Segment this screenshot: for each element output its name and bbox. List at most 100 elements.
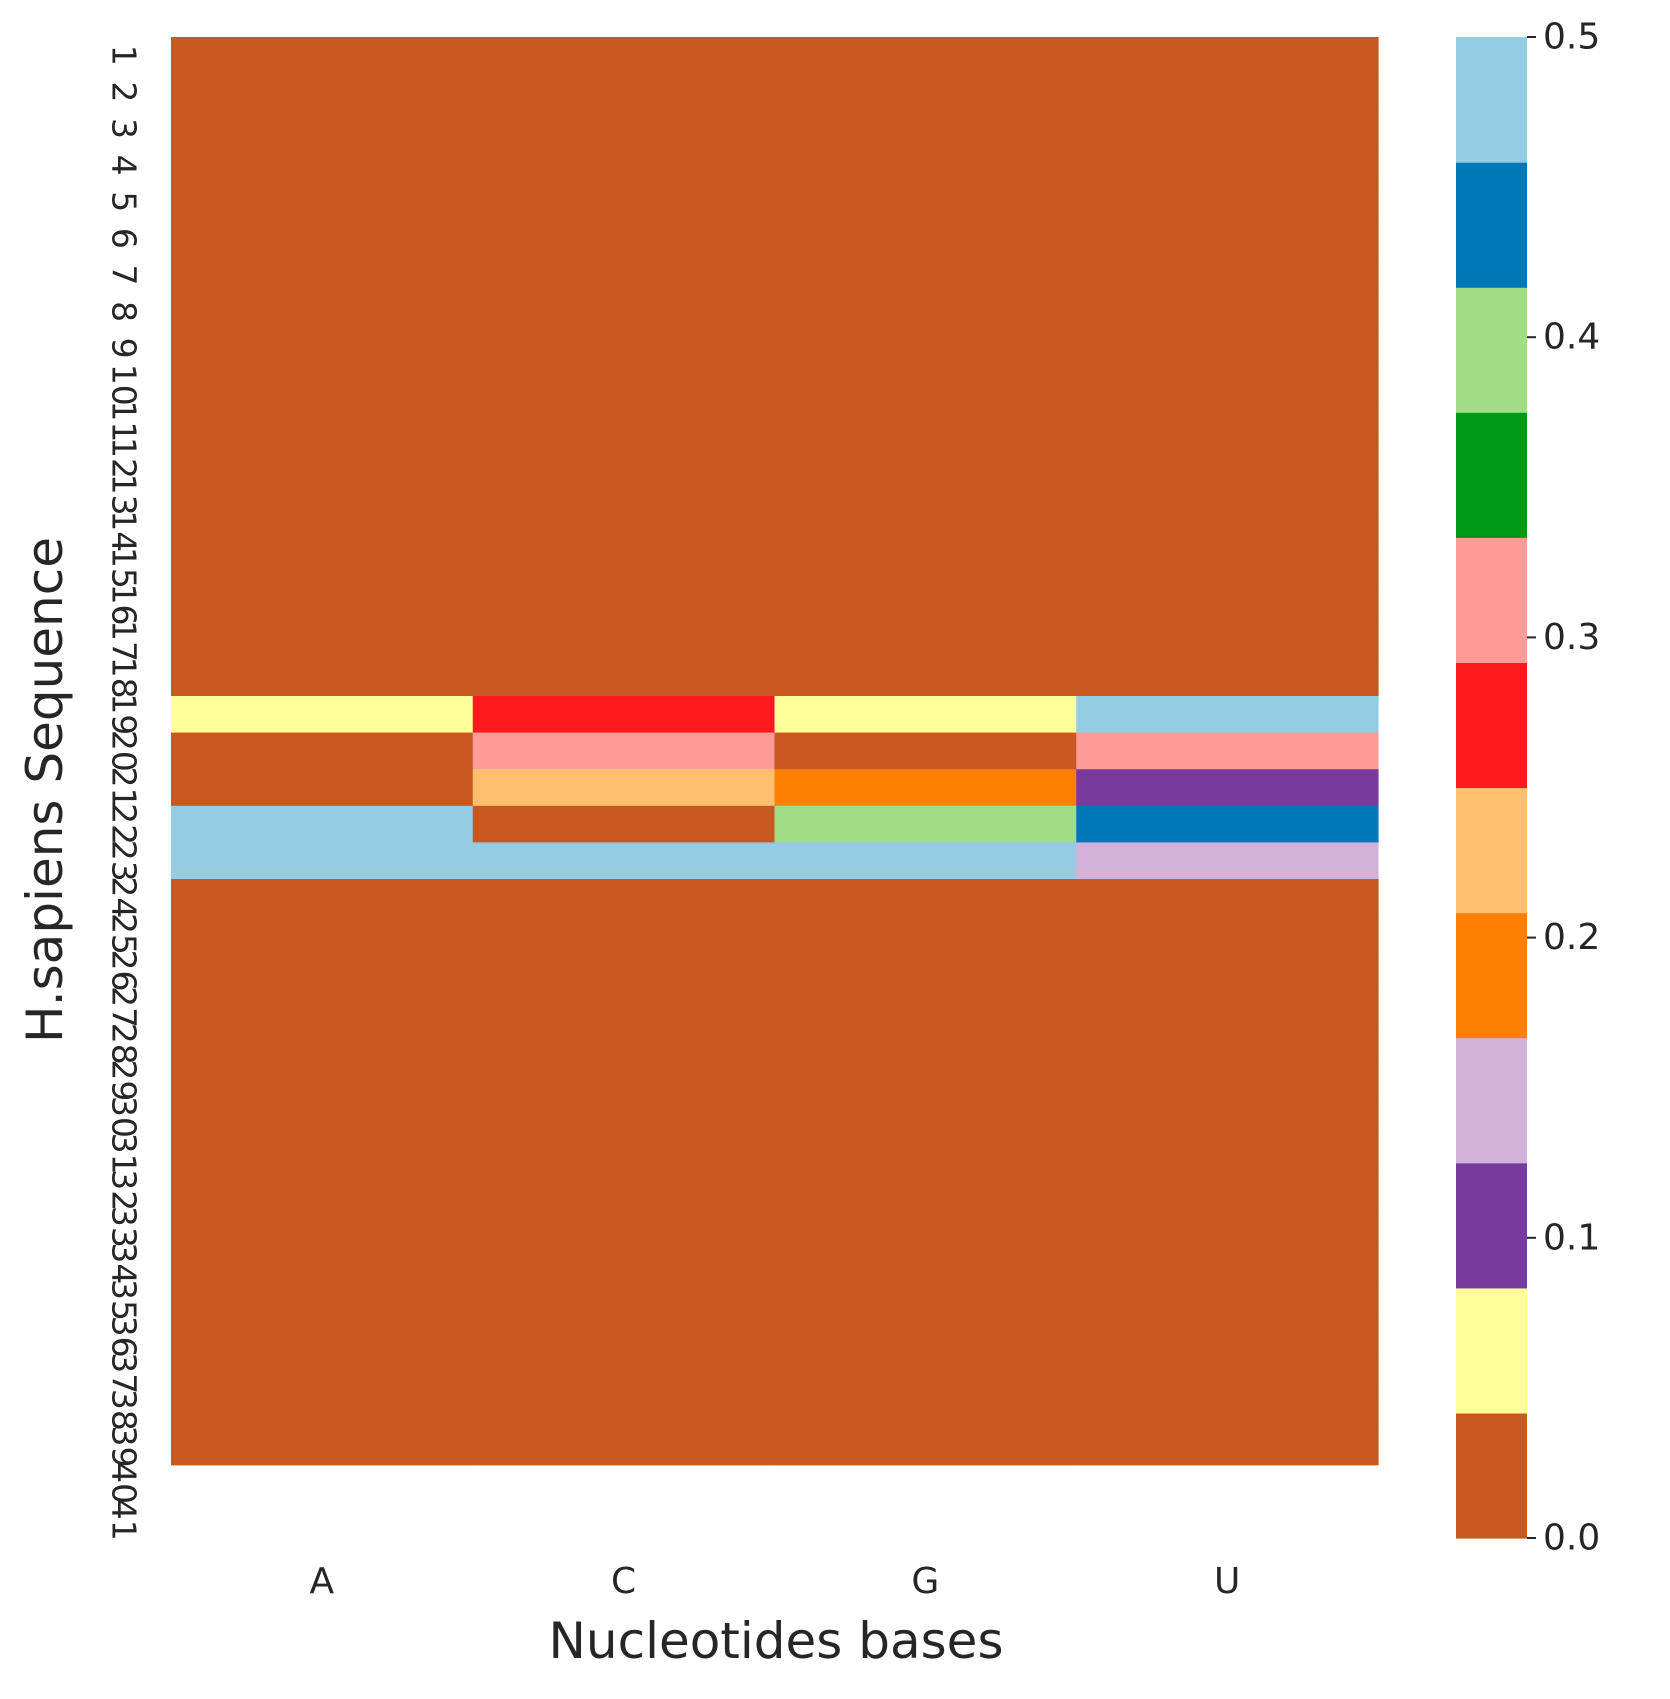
heatmap-cell [171,1391,474,1429]
heatmap-cell [472,512,776,551]
heatmap-cell [472,842,776,880]
heatmap-cell [472,915,776,953]
heatmap-cell [472,1025,776,1063]
y-tick-label: 22 [105,803,144,845]
y-tick-label: 1 [105,45,144,66]
heatmap-cell [1076,1318,1379,1356]
heatmap-cell [472,1135,776,1173]
colorbar-bin [1456,162,1527,288]
heatmap-cell [774,842,1077,880]
heatmap-cell [171,73,474,111]
heatmap-cell [1076,622,1379,660]
colorbar-tick-label: 0.4 [1543,317,1600,358]
heatmap-cell [171,988,474,1027]
heatmap-cell [774,439,1077,477]
colorbar-bin [1456,37,1527,163]
y-tick-label: 9 [105,338,144,359]
y-tick-label: 31 [105,1133,144,1175]
heatmap-cell [1076,732,1379,770]
colorbar-bin [1456,287,1527,413]
heatmap-cell [774,732,1077,770]
x-tick-label: U [1214,1561,1240,1602]
heatmap-cell [171,439,474,477]
y-tick-label: 30 [105,1096,144,1138]
y-tick-label: 13 [105,474,144,516]
heatmap-cell [171,549,474,587]
heatmap-cell [171,952,474,990]
y-tick-labels: 1234567891011121314151617181920212223242… [105,45,144,1541]
heatmap-cell [774,256,1077,294]
heatmap-cell [472,1171,776,1210]
heatmap-cell [774,1245,1077,1283]
heatmap-cell [1076,293,1379,331]
heatmap-cell [1076,769,1379,807]
heatmap-cell [472,879,776,917]
heatmap-cell [472,659,776,697]
colorbar-bin [1456,912,1527,1039]
heatmap-cell [774,805,1077,844]
heatmap-cell [472,476,776,514]
heatmap-cell [1076,1245,1379,1283]
heatmap-cell [774,73,1077,111]
y-tick-label: 14 [105,510,144,552]
y-tick-label: 25 [105,913,144,955]
heatmap-cell [1076,1135,1379,1173]
heatmap-cell [1076,73,1379,111]
colorbar-bin [1456,1162,1527,1289]
heatmap-cell [1076,110,1379,148]
heatmap-cell [171,915,474,953]
heatmap-cell [171,1281,474,1319]
heatmap-cell [171,1318,474,1356]
heatmap-cell [472,1281,776,1319]
heatmap-cell [472,329,776,368]
heatmap-cell [1076,403,1379,441]
heatmap-cell [1076,220,1379,258]
heatmap-cell [171,1098,474,1136]
colorbar-bin [1456,412,1527,538]
heatmap-cell [774,512,1077,551]
heatmap-cell [774,1281,1077,1319]
colorbar-tick-label: 0.1 [1543,1217,1600,1258]
heatmap-cell [774,622,1077,660]
heatmap-cell [472,1428,776,1466]
heatmap-cell [472,146,776,185]
colorbar-tick-label: 0.3 [1543,617,1600,658]
heatmap-cell [1076,1428,1379,1466]
heatmap-cell [774,183,1077,221]
y-tick-label: 34 [105,1242,144,1284]
heatmap-cell [472,1318,776,1356]
heatmap-cell [774,366,1077,404]
y-tick-label: 24 [105,876,144,918]
heatmap-cell [774,659,1077,697]
colorbar-bin [1456,1287,1527,1414]
heatmap-cell [472,805,776,844]
heatmap-cell [472,549,776,587]
y-tick-label: 26 [105,950,144,992]
heatmap-cell [774,1354,1077,1393]
colorbar-bin [1456,537,1527,664]
heatmap-cell [1076,549,1379,587]
x-tick-label: G [911,1561,939,1602]
colorbar-tick-label: 0.0 [1543,1518,1600,1559]
y-tick-label: 38 [105,1389,144,1431]
heatmap-cell [171,769,474,807]
colorbar-tick-label: 0.2 [1543,917,1600,958]
heatmap-cell [774,1062,1077,1100]
y-tick-label: 8 [105,301,144,322]
heatmap-cell [171,1208,474,1246]
heatmap-cell [171,293,474,331]
heatmap-cell [472,732,776,770]
heatmap-cell [774,549,1077,587]
y-tick-label: 12 [105,437,144,479]
heatmap-cell [472,586,776,624]
heatmap-cell [1076,695,1379,734]
y-tick-label: 17 [105,620,144,662]
heatmap-cell [171,732,474,770]
heatmap-cell [774,1025,1077,1063]
heatmap-cell [472,183,776,221]
y-tick-label: 33 [105,1206,144,1248]
y-tick-label: 19 [105,693,144,735]
y-tick-label: 3 [105,118,144,139]
y-tick-label: 41 [105,1499,144,1541]
